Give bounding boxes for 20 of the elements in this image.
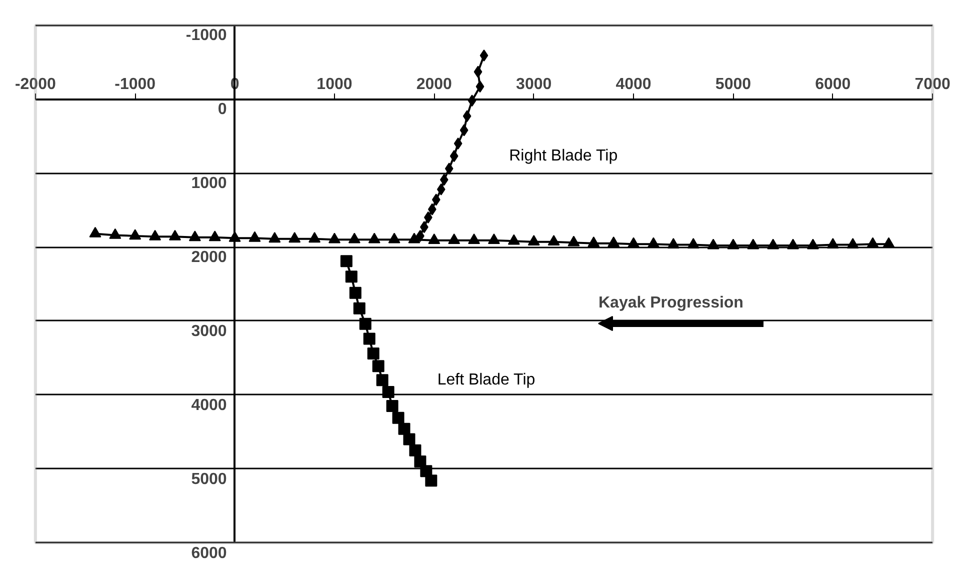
x-tick-label: 7000	[914, 76, 950, 94]
x-tick-label: 2000	[416, 76, 452, 94]
x-tick-label: 5000	[715, 76, 752, 94]
x-tick-label: 6000	[815, 76, 851, 94]
y-tick-label: 4000	[191, 396, 227, 414]
x-tick-label: -1000	[114, 76, 156, 94]
y-tick-label: -1000	[186, 27, 227, 44]
y-tick-label: 3000	[191, 322, 227, 340]
y-tick-label: 2000	[191, 249, 227, 266]
annotation: Kayak Progression	[598, 294, 744, 312]
y-tick-label: 6000	[191, 544, 227, 562]
y-tick-label: 1000	[191, 175, 227, 192]
text: Left Blade Tip	[437, 372, 536, 389]
x-tick-label: 3000	[516, 76, 552, 94]
y-tick-label: 5000	[191, 470, 227, 488]
x-tick-label: 4000	[616, 76, 652, 94]
y-tick-label: 0	[218, 101, 227, 118]
x-tick-label: -2000	[14, 76, 56, 94]
text: Right Blade Tip	[509, 148, 618, 165]
x-tick-label: 1000	[316, 76, 352, 94]
